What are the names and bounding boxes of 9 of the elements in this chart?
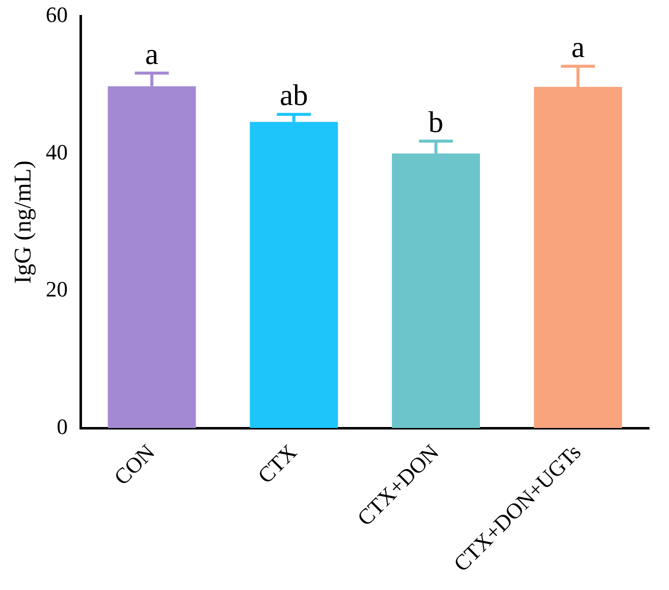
annotation: ab	[280, 79, 308, 112]
annotation: a	[145, 38, 158, 72]
y-tick-label: 20	[46, 276, 68, 302]
y-axis-title: IgG (ng/mL)	[10, 160, 37, 284]
annotation: a	[571, 31, 585, 64]
y-tick-label: 40	[46, 139, 68, 164]
y-tick-label: 0	[56, 414, 68, 439]
y-tick-label: 60	[46, 2, 68, 27]
annotation: b	[428, 106, 444, 139]
